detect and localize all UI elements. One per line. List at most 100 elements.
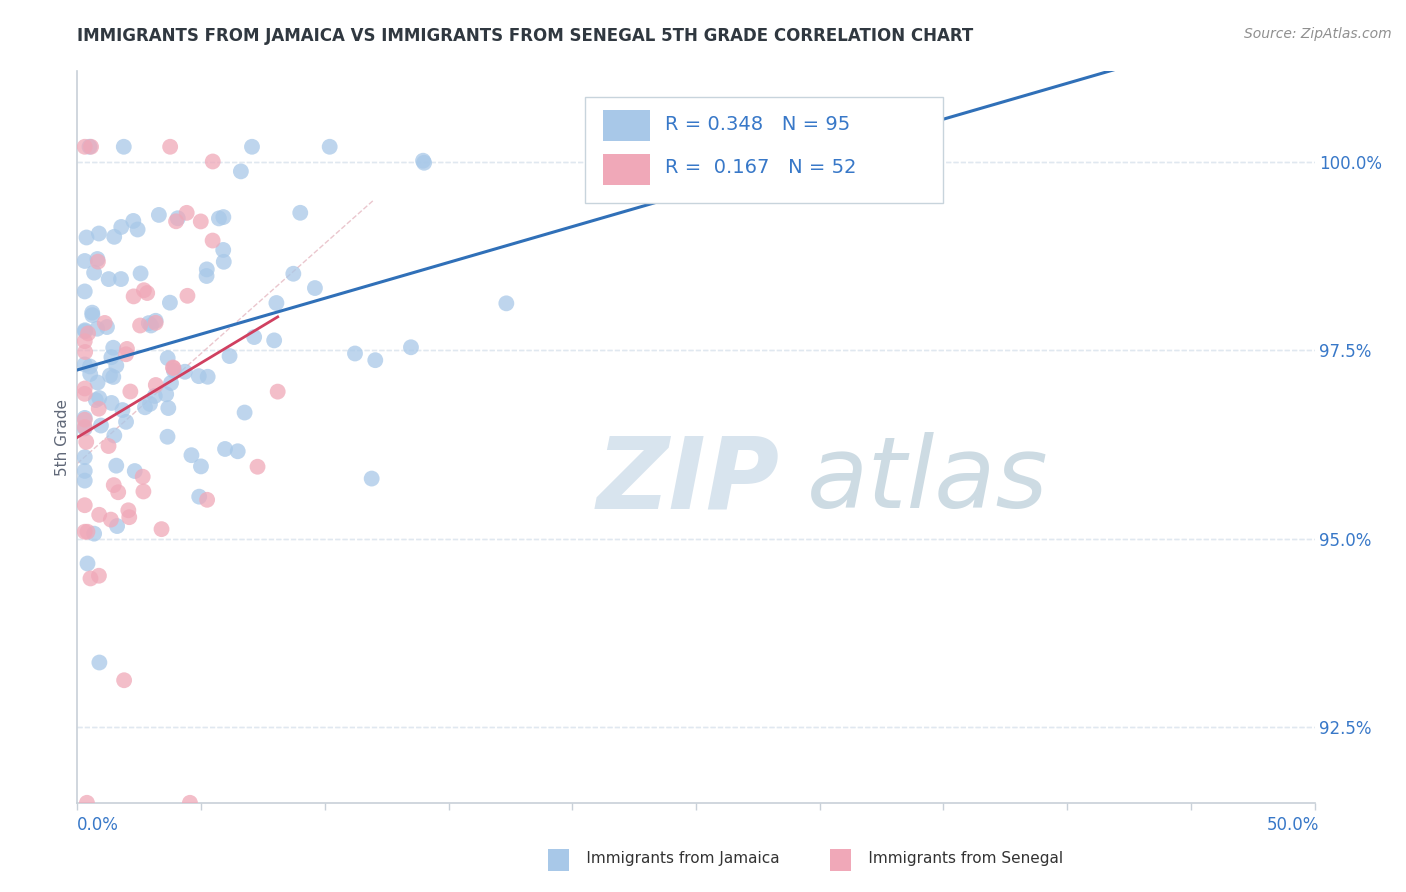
Text: Source: ZipAtlas.com: Source: ZipAtlas.com	[1244, 27, 1392, 41]
Point	[112, 140, 135, 154]
Point	[124, 464, 146, 478]
FancyBboxPatch shape	[603, 154, 650, 185]
Text: Immigrants from Jamaica: Immigrants from Jamaica	[562, 851, 780, 865]
Point	[87, 568, 110, 582]
Point	[93, 316, 115, 330]
Point	[100, 396, 122, 410]
Point	[84, 393, 107, 408]
Point	[115, 415, 138, 429]
Point	[233, 406, 256, 420]
Point	[73, 474, 96, 488]
Point	[75, 434, 97, 449]
Point	[179, 796, 201, 810]
Point	[229, 164, 252, 178]
Point	[226, 444, 249, 458]
Point	[103, 341, 125, 355]
Point	[195, 262, 218, 277]
Text: R = 0.348   N = 95: R = 0.348 N = 95	[665, 114, 851, 134]
Point	[111, 403, 134, 417]
Point	[103, 428, 125, 442]
Point	[73, 420, 96, 434]
Point	[138, 316, 160, 330]
Point	[73, 412, 96, 426]
Point	[134, 401, 156, 415]
Point	[399, 340, 422, 354]
Point	[103, 229, 125, 244]
Point	[89, 656, 111, 670]
Text: ZIP: ZIP	[598, 433, 780, 530]
Point	[267, 384, 290, 399]
Point	[73, 524, 96, 539]
Point	[103, 370, 125, 384]
Point	[159, 140, 181, 154]
Point	[73, 324, 96, 338]
Point	[79, 571, 101, 585]
Point	[73, 285, 96, 299]
Text: atlas: atlas	[807, 433, 1049, 530]
Point	[77, 326, 100, 341]
Point	[212, 243, 235, 257]
Point	[107, 485, 129, 500]
Point	[76, 796, 98, 810]
Point	[73, 464, 96, 478]
Point	[159, 295, 181, 310]
Point	[318, 140, 340, 154]
Point	[73, 334, 96, 348]
Point	[343, 346, 366, 360]
Point	[162, 361, 184, 376]
Point	[240, 140, 263, 154]
Point	[98, 368, 121, 383]
Point	[79, 367, 101, 381]
Point	[413, 155, 436, 169]
Point	[176, 289, 198, 303]
Text: 0.0%: 0.0%	[77, 816, 120, 834]
Point	[90, 418, 112, 433]
Point	[155, 387, 177, 401]
Point	[103, 478, 125, 492]
Point	[197, 369, 219, 384]
Point	[79, 359, 101, 374]
Text: Immigrants from Senegal: Immigrants from Senegal	[844, 851, 1063, 865]
Point	[122, 289, 145, 303]
Point	[82, 306, 104, 320]
Point	[79, 140, 101, 154]
Point	[73, 140, 96, 154]
Point	[208, 211, 231, 226]
Point	[96, 320, 118, 334]
Point	[73, 421, 96, 435]
Point	[97, 272, 120, 286]
Point	[73, 410, 96, 425]
Point	[190, 214, 212, 228]
Point	[145, 314, 167, 328]
FancyBboxPatch shape	[603, 110, 650, 141]
Point	[115, 347, 138, 361]
Point	[166, 211, 188, 226]
Point	[157, 401, 180, 415]
Point	[266, 296, 288, 310]
Point	[214, 442, 236, 456]
Point	[243, 330, 266, 344]
Point	[162, 360, 184, 375]
Point	[150, 522, 173, 536]
Point	[97, 439, 120, 453]
Point	[73, 498, 96, 512]
Point	[100, 350, 122, 364]
Point	[122, 214, 145, 228]
Point	[156, 430, 179, 444]
Point	[73, 358, 96, 372]
Point	[495, 296, 517, 310]
Point	[131, 469, 153, 483]
Point	[87, 227, 110, 241]
Point	[83, 526, 105, 541]
Point	[304, 281, 326, 295]
Point	[127, 222, 149, 236]
Point	[143, 389, 166, 403]
Point	[129, 267, 152, 281]
Point	[195, 492, 218, 507]
Point	[105, 359, 128, 373]
Point	[86, 376, 108, 390]
Point	[163, 364, 186, 378]
Point	[105, 519, 128, 533]
Point	[246, 459, 269, 474]
Point	[136, 286, 159, 301]
